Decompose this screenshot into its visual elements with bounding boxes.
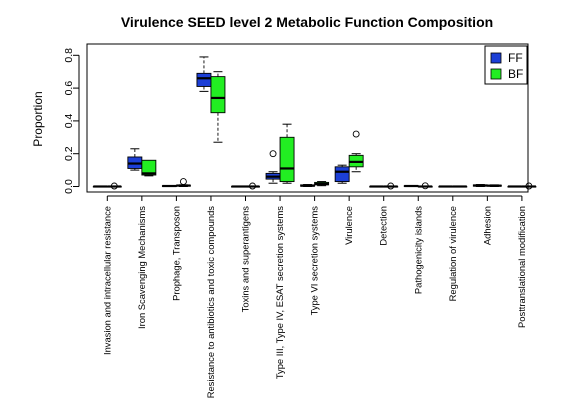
box-bf xyxy=(279,123,295,184)
box-ff xyxy=(161,184,177,188)
y-tick-label: 0.4 xyxy=(63,113,75,128)
box-bf xyxy=(245,182,260,190)
x-tick-label: Type VI secretion systems xyxy=(309,206,320,316)
boxplot-series xyxy=(92,56,537,190)
box-body xyxy=(279,136,295,183)
x-tick-label: Prophage, Transposon xyxy=(170,206,181,301)
x-tick-label: Type III, Type IV, ESAT secretion system… xyxy=(274,206,285,379)
legend-label-bf: BF xyxy=(508,67,523,81)
box-ff xyxy=(438,185,454,188)
box-bf xyxy=(210,71,226,143)
box-bf xyxy=(314,181,330,187)
chart-title: Virulence SEED level 2 Metabolic Functio… xyxy=(121,14,493,30)
box-ff xyxy=(472,184,488,187)
box-bf xyxy=(141,159,157,177)
box-bf xyxy=(486,184,502,187)
x-tick-label: Detection xyxy=(378,206,389,246)
box-ff xyxy=(507,185,523,188)
x-tick-label: Adhesion xyxy=(481,206,492,245)
outlier-point xyxy=(110,182,118,190)
box-bf xyxy=(521,182,537,190)
outlier-point xyxy=(352,130,360,138)
y-tick-label: 0.0 xyxy=(63,179,75,194)
x-tick-label: Virulence xyxy=(343,206,354,245)
box-ff xyxy=(196,56,212,92)
box-bf xyxy=(348,130,364,173)
box-bf xyxy=(175,178,191,187)
legend-swatch-ff xyxy=(490,52,502,64)
y-tick-label: 0.8 xyxy=(63,48,75,63)
box-body xyxy=(210,76,226,114)
x-tick-label: Invasion and intracellular resistance xyxy=(101,206,112,355)
legend-label-ff: FF xyxy=(508,51,523,65)
box-bf xyxy=(417,182,433,190)
box-ff xyxy=(300,184,316,187)
y-tick-label: 0.6 xyxy=(63,81,75,96)
x-tick-label: Toxins and superantigens xyxy=(240,206,251,313)
box-ff xyxy=(334,164,350,184)
x-tick-label: Pathogenicity islands xyxy=(412,206,423,294)
box-bf xyxy=(452,185,468,188)
box-bf xyxy=(383,182,399,190)
box-ff xyxy=(231,185,246,188)
box-bf xyxy=(106,182,122,190)
box-body xyxy=(334,166,350,183)
legend: FF BF xyxy=(484,45,528,85)
y-axis-title: Proportion xyxy=(31,91,45,146)
x-tick-label: Posttranslational modification xyxy=(516,206,527,328)
box-ff xyxy=(369,185,385,188)
box-ff xyxy=(92,185,108,188)
x-tick-label: Iron Scavenging Mechanisms xyxy=(136,206,147,329)
x-axis: Invasion and intracellular resistance Iro… xyxy=(101,195,527,399)
x-tick-label: Resistance to antibiotics and toxic comp… xyxy=(205,206,216,399)
outlier-point xyxy=(179,178,187,186)
outlier-point xyxy=(525,182,533,190)
box-ff xyxy=(127,148,143,171)
plot-frame xyxy=(86,43,529,193)
outlier-point xyxy=(249,182,256,190)
outlier-point xyxy=(421,182,429,190)
outlier-point xyxy=(387,182,395,190)
outlier-point xyxy=(269,150,277,158)
box-body xyxy=(196,72,212,87)
y-axis: 0.0 0.2 0.4 0.6 0.8 xyxy=(63,48,80,194)
box-body xyxy=(141,159,157,176)
x-tick-label: Regulation of virulence xyxy=(447,206,458,301)
legend-swatch-bf xyxy=(490,68,502,80)
y-tick-label: 0.2 xyxy=(63,146,75,161)
box-ff xyxy=(265,150,281,184)
box-ff xyxy=(403,184,419,188)
